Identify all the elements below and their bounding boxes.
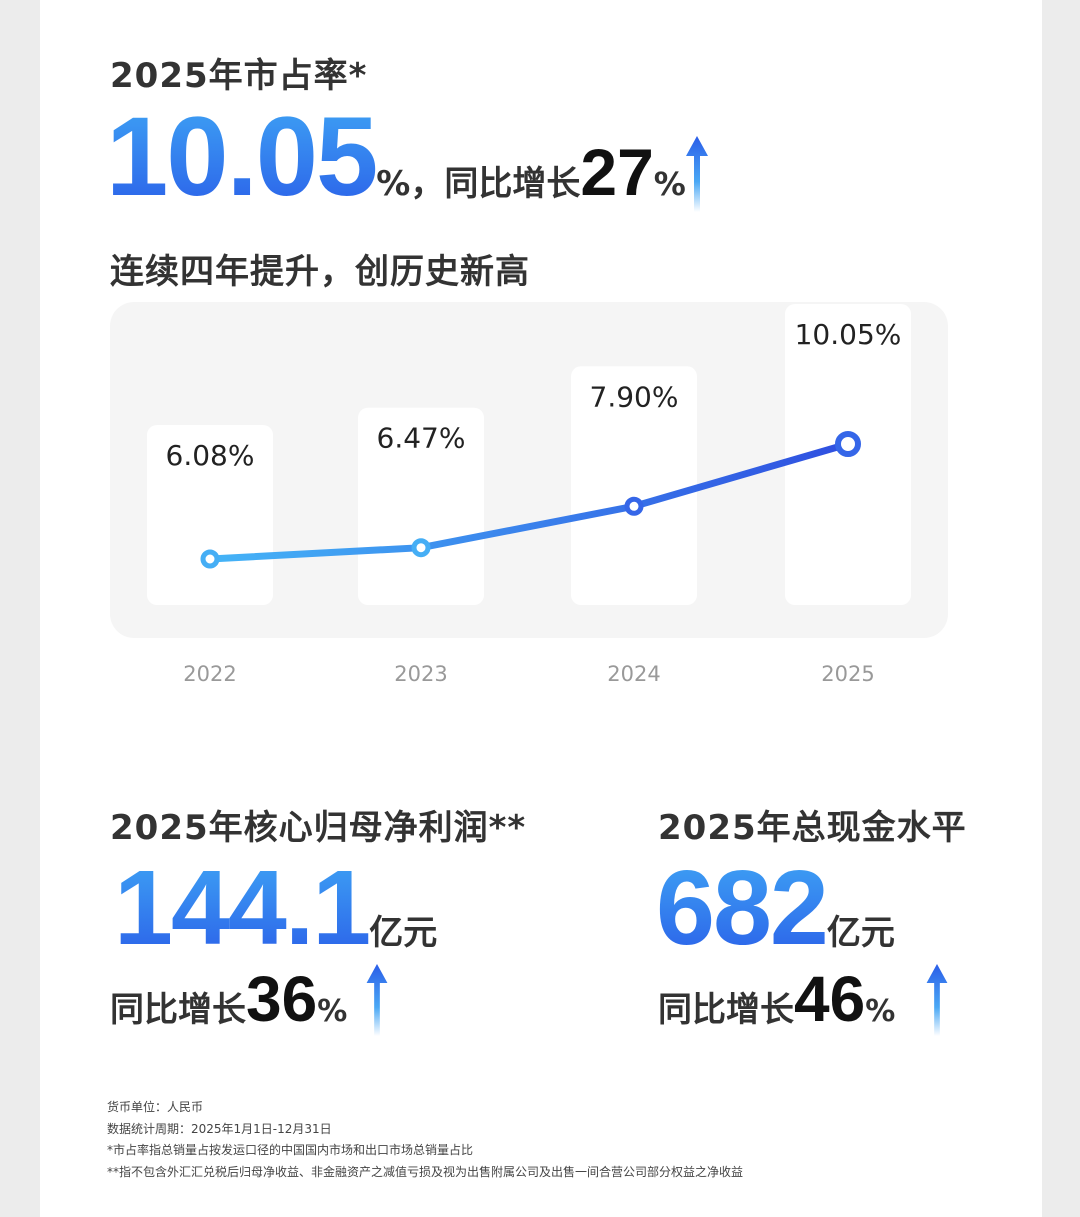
market-share-growth-unit: %: [653, 165, 686, 203]
market-share-growth-label: 同比增长: [444, 164, 581, 204]
cash-unit: 亿元: [826, 913, 895, 953]
cash-growth: 同比增长46%: [658, 962, 895, 1036]
footnote-currency: 货币单位：人民币: [107, 1100, 204, 1114]
net-profit-growth: 同比增长36%: [110, 962, 347, 1036]
data-label: 10.05%: [795, 318, 902, 351]
market-share-title: 2025年市占率*: [110, 56, 368, 96]
market-share-headline: 10.05%，同比增长27%: [106, 92, 686, 221]
cash-headline: 682亿元: [656, 848, 895, 969]
series-line: [206, 440, 852, 563]
arrow-up-icon: [686, 136, 708, 212]
data-point: [411, 538, 431, 558]
column-bar: [571, 366, 697, 605]
net-profit-unit: 亿元: [369, 913, 438, 953]
net-profit-growth-label: 同比增长: [110, 990, 246, 1030]
x-tick-label: 2022: [183, 662, 236, 686]
net-profit-headline: 144.1亿元: [114, 848, 437, 969]
market-share-subtitle: 连续四年提升，创历史新高: [110, 252, 530, 292]
footnotes: 货币单位：人民币 数据统计周期：2025年1月1日-12月31日 *市占率指总销…: [107, 1097, 743, 1183]
arrow-up-icon: [366, 964, 388, 1036]
data-point: [624, 496, 644, 516]
market-share-line-chart: 6.08% 6.47% 7.90% 10.05% 2022 2023 2024 2025: [165, 318, 902, 686]
net-profit-growth-value: 36: [246, 963, 318, 1035]
x-tick-label: 2025: [821, 662, 874, 686]
data-label: 6.08%: [166, 439, 255, 472]
arrow-up-icon: [926, 964, 948, 1036]
data-point: [835, 431, 861, 457]
data-label: 6.47%: [377, 422, 466, 455]
net-profit-growth-unit: %: [317, 994, 348, 1029]
footnote-market-share: *市占率指总销量占按发运口径的中国国内市场和出口市场总销量占比: [107, 1143, 474, 1157]
x-tick-label: 2023: [394, 662, 447, 686]
cash-growth-label: 同比增长: [658, 990, 794, 1030]
market-share-unit: %，: [376, 164, 445, 204]
footnote-period: 数据统计周期：2025年1月1日-12月31日: [107, 1121, 332, 1136]
cash-value: 682: [656, 849, 829, 967]
footnote-net-profit: **指不包含外汇汇兑税后归母净收益、非金融资产之减值亏损及视为出售附属公司及出售…: [107, 1164, 744, 1179]
x-tick-label: 2024: [607, 662, 660, 686]
column-bar: [358, 407, 484, 605]
cash-title: 2025年总现金水平: [658, 808, 967, 848]
cash-growth-unit: %: [865, 994, 896, 1029]
market-share-growth-value: 27: [580, 135, 654, 209]
data-label: 7.90%: [590, 380, 679, 413]
data-point: [200, 549, 220, 569]
net-profit-value: 144.1: [114, 849, 371, 967]
net-profit-title: 2025年核心归母净利润**: [110, 808, 527, 848]
market-share-value: 10.05: [106, 94, 378, 219]
cash-growth-value: 46: [794, 963, 866, 1035]
